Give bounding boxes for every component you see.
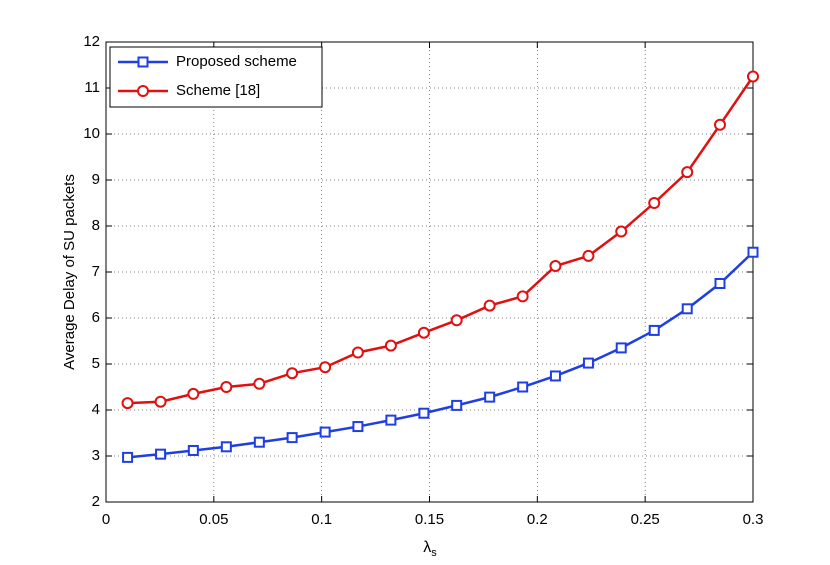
marker — [549, 370, 561, 382]
marker — [418, 407, 430, 419]
marker — [121, 397, 134, 410]
x-tick-label: 0.05 — [199, 511, 228, 528]
y-tick-label: 11 — [84, 79, 100, 96]
x-axis-label: λs — [423, 539, 437, 559]
marker — [714, 278, 726, 289]
marker — [516, 290, 529, 303]
marker — [582, 357, 594, 369]
marker — [417, 326, 430, 339]
marker — [286, 367, 299, 380]
marker — [187, 387, 200, 400]
marker — [384, 339, 397, 352]
legend-label: Scheme [18] — [176, 82, 260, 99]
x-label-subscript: s — [431, 547, 437, 559]
plot-frame — [105, 41, 754, 503]
marker — [648, 197, 661, 209]
marker — [549, 260, 562, 273]
marker — [450, 314, 463, 327]
marker — [253, 436, 265, 448]
x-tick-label: 0.15 — [415, 511, 444, 528]
y-tick-label: 7 — [92, 263, 100, 280]
marker — [351, 346, 364, 359]
y-tick-label: 9 — [92, 171, 100, 188]
marker — [319, 426, 331, 438]
marker — [681, 303, 693, 315]
marker — [253, 377, 266, 390]
x-label-main: λ — [423, 539, 431, 556]
marker — [352, 421, 364, 433]
marker — [187, 444, 199, 456]
x-tick-label: 0 — [102, 511, 110, 528]
marker — [122, 451, 134, 463]
y-tick-label: 10 — [83, 125, 100, 142]
y-axis-label: Average Delay of SU packets — [61, 174, 78, 370]
marker — [220, 441, 232, 453]
marker — [154, 395, 167, 408]
y-tick-label: 3 — [92, 447, 100, 464]
marker — [286, 432, 298, 444]
marker — [483, 299, 496, 312]
y-tick-label: 5 — [92, 355, 100, 372]
marker — [747, 246, 759, 258]
marker — [648, 324, 660, 336]
y-tick-label: 2 — [92, 493, 100, 510]
marker — [714, 118, 727, 131]
x-tick-label: 0.3 — [743, 511, 764, 528]
marker — [319, 361, 332, 374]
legend-label: Proposed scheme — [176, 53, 297, 70]
marker — [747, 70, 759, 83]
x-tick-label: 0.1 — [311, 511, 332, 528]
marker — [484, 391, 496, 403]
marker — [681, 166, 694, 179]
x-tick-label: 0.2 — [527, 511, 548, 528]
legend-marker — [137, 56, 149, 68]
x-tick-label: 0.25 — [631, 511, 660, 528]
marker — [615, 342, 627, 354]
marker — [615, 225, 628, 238]
y-tick-label: 12 — [83, 33, 100, 50]
y-tick-label: 4 — [92, 401, 100, 418]
marker — [385, 414, 397, 426]
y-tick-label: 8 — [92, 217, 100, 234]
marker — [220, 381, 233, 393]
legend-marker — [137, 85, 149, 97]
marker — [517, 381, 529, 393]
marker — [155, 448, 167, 460]
marker — [582, 249, 595, 262]
y-tick-label: 6 — [92, 309, 100, 326]
marker — [451, 399, 463, 411]
